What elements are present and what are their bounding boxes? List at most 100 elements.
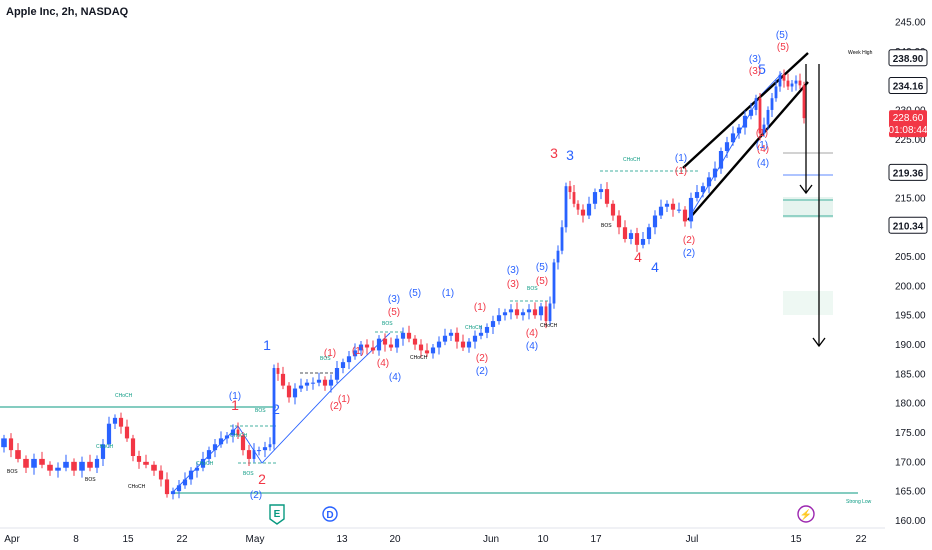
y-tick-label: 195.00 <box>895 311 926 322</box>
y-tick-label: 170.00 <box>895 457 926 468</box>
wave-label: (2) <box>250 490 262 501</box>
projection-arrowhead-2 <box>812 337 826 348</box>
candle-body <box>382 338 388 345</box>
x-tick-label: 22 <box>176 534 188 545</box>
candle-body <box>502 312 508 316</box>
wave-label: 1 <box>263 337 271 353</box>
candle-body <box>15 450 21 459</box>
candle-body <box>460 341 466 348</box>
candle-body <box>552 262 556 304</box>
wave-label: (5) <box>536 276 548 287</box>
candle-body <box>112 417 118 424</box>
wave-label: (3) <box>507 265 519 276</box>
candle-body <box>736 127 742 134</box>
candle-body <box>136 455 142 462</box>
wave-label: (5) <box>536 262 548 273</box>
candle-body <box>634 233 640 245</box>
candle-body <box>262 447 268 451</box>
structure-label: BOS <box>85 477 96 483</box>
candle-body <box>802 85 806 119</box>
demand-zone <box>783 197 833 218</box>
wave-label: (2) <box>476 366 488 377</box>
x-tick-label: May <box>246 534 265 545</box>
candle-body <box>358 344 364 351</box>
wave-label: (1) <box>324 348 336 359</box>
candle-body <box>394 338 400 348</box>
wave-label: (2) <box>330 401 342 412</box>
x-tick-label: 20 <box>389 534 401 545</box>
candle-body <box>268 444 272 448</box>
candle-body <box>758 98 762 134</box>
candle-body <box>8 438 14 451</box>
wave-label: (3) <box>507 279 519 290</box>
candle-body <box>292 388 298 398</box>
structure-label: BOS <box>320 356 331 362</box>
candle-body <box>316 379 322 383</box>
candle-body <box>87 461 93 468</box>
candle-body <box>490 321 496 327</box>
dividend-icon[interactable] <box>322 506 338 522</box>
candle-body <box>206 450 212 459</box>
candle-body <box>63 461 69 468</box>
candle-body <box>55 467 61 471</box>
structure-label: CHoCH <box>96 444 114 450</box>
candle-body <box>200 458 206 468</box>
candle-body <box>47 464 53 471</box>
wave-label: (5) <box>776 30 788 41</box>
candle-body <box>670 203 676 210</box>
x-tick-label: 10 <box>537 534 549 545</box>
wave-label: 2 <box>258 471 266 487</box>
structure-label: BOS <box>7 469 18 475</box>
wave-label: (2) <box>683 248 695 259</box>
wave-label: (1) <box>352 346 364 357</box>
wedge-lower-line <box>687 81 809 221</box>
candle-body <box>538 306 544 316</box>
candle-body <box>100 444 106 459</box>
candle-body <box>276 368 280 374</box>
wave-label: (3) <box>388 294 400 305</box>
candle-body <box>688 197 694 222</box>
candle-body <box>352 350 358 357</box>
wave-label: (5) <box>409 288 421 299</box>
candle-body <box>212 444 218 451</box>
structure-label: Week High <box>848 50 873 56</box>
candle-body <box>712 168 718 178</box>
candle-body <box>646 227 652 239</box>
candle-body <box>798 80 802 86</box>
countdown-label: 01:08:44 <box>889 125 928 136</box>
candle-body <box>328 379 334 386</box>
candle-body <box>400 332 406 339</box>
candle-body <box>572 192 576 204</box>
candle-body <box>484 326 490 333</box>
candle-body <box>576 203 580 210</box>
candle-body <box>412 338 418 345</box>
candle-body <box>778 74 782 87</box>
candle-body <box>466 341 472 348</box>
structure-label: CHoCH <box>196 461 214 467</box>
candle-body <box>454 332 460 342</box>
y-tick-label: 160.00 <box>895 516 926 527</box>
wave-label: (1) <box>338 394 350 405</box>
y-tick-label: 200.00 <box>895 281 926 292</box>
structure-label: CHoCH <box>465 325 483 331</box>
candle-body <box>556 250 560 263</box>
structure-label: BOS <box>382 321 393 327</box>
candle-body <box>718 151 724 169</box>
candle-body <box>742 115 748 128</box>
wave-label: 5 <box>758 61 766 77</box>
wave-label: (5) <box>777 42 789 53</box>
candle-body <box>560 227 564 251</box>
structure-label: CHoCH <box>230 433 248 439</box>
last-price-badge <box>889 110 927 138</box>
candle-body <box>340 362 346 369</box>
candle-body <box>31 458 37 468</box>
lightning-icon[interactable] <box>797 505 815 523</box>
candle-body <box>304 382 310 386</box>
candle-body <box>218 438 224 445</box>
candle-body <box>194 467 200 471</box>
y-tick-label: 165.00 <box>895 487 926 498</box>
earnings-icon[interactable] <box>269 504 285 525</box>
candle-body <box>770 98 774 110</box>
